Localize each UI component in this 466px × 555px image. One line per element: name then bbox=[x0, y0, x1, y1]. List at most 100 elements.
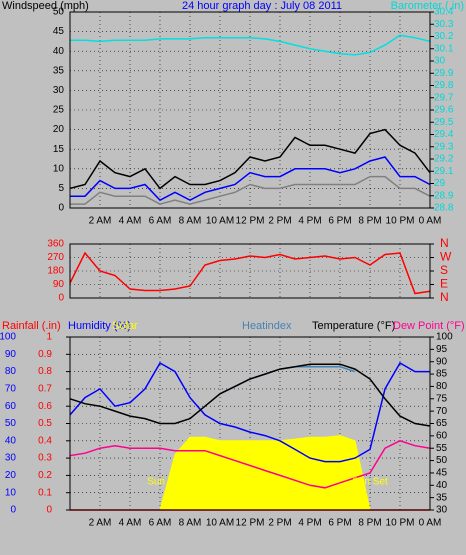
y-tick-label: 0 bbox=[58, 293, 64, 304]
x-tick-label: 10 AM bbox=[206, 518, 234, 529]
line bbox=[70, 175, 431, 205]
y-tick-label: 50 bbox=[53, 7, 65, 18]
y-tick-label: 270 bbox=[47, 252, 64, 263]
y3-tick-label: 0.6 bbox=[38, 401, 52, 412]
y2-tick-label: 95 bbox=[436, 344, 448, 355]
y3-tick-label: 0 bbox=[46, 505, 52, 516]
x-tick-label: 10 PM bbox=[386, 518, 415, 529]
y-tick-label: 30 bbox=[5, 453, 17, 464]
y-tick-label: 20 bbox=[5, 470, 17, 481]
y-tick-label: 360 bbox=[47, 239, 64, 250]
y2-tick-label: 29.5 bbox=[434, 117, 454, 128]
x-tick-label: 4 PM bbox=[298, 518, 321, 529]
y2-tick-label: 65 bbox=[436, 418, 448, 429]
x-tick-label: 4 AM bbox=[119, 518, 142, 529]
y-tick-label: 70 bbox=[5, 384, 17, 395]
y2-tick-label: N bbox=[440, 236, 449, 250]
x-tick-label: 12 PM bbox=[236, 216, 265, 227]
plot-frame bbox=[69, 243, 431, 299]
x-tick-label: 6 PM bbox=[328, 518, 351, 529]
y2-tick-label: 30.1 bbox=[434, 43, 454, 54]
y2-tick-label: 29.8 bbox=[434, 80, 454, 91]
y2-tick-label: 29 bbox=[434, 178, 446, 189]
y-tick-label: 20 bbox=[53, 124, 65, 135]
x-tick-label: 6 AM bbox=[149, 518, 172, 529]
y2-tick-label: 30 bbox=[434, 56, 446, 67]
y2-tick-label: 29.7 bbox=[434, 92, 454, 103]
legend-entry: Temperature (°F) bbox=[312, 320, 395, 332]
x-tick-label: 8 AM bbox=[179, 518, 202, 529]
x-tick-label: 0 AM bbox=[419, 216, 442, 227]
x-tick-label: 6 AM bbox=[149, 216, 172, 227]
y2-tick-label: 29.4 bbox=[434, 129, 454, 140]
y2-tick-label: W bbox=[440, 250, 452, 264]
line bbox=[70, 156, 431, 202]
y3-tick-label: 0.8 bbox=[38, 366, 52, 377]
y-tick-label: 100 bbox=[0, 332, 16, 343]
y2-tick-label: 28.9 bbox=[434, 190, 454, 201]
x-tick-label: 12 PM bbox=[236, 518, 265, 529]
y2-axis-label: Barometer (.in) bbox=[391, 0, 464, 12]
y-tick-label: 60 bbox=[5, 401, 17, 412]
line bbox=[69, 439, 431, 489]
x-tick-label: 4 AM bbox=[119, 216, 142, 227]
y2-tick-label: 75 bbox=[436, 393, 448, 404]
x-tick-label: 8 PM bbox=[358, 518, 381, 529]
y3-tick-label: 0.4 bbox=[38, 435, 52, 446]
y2-tick-label: 30.4 bbox=[434, 7, 454, 18]
y-tick-label: 15 bbox=[53, 144, 65, 155]
y-tick-label: 30 bbox=[53, 85, 65, 96]
x-tick-label: 2 PM bbox=[268, 518, 291, 529]
y3-tick-label: 0.7 bbox=[38, 384, 52, 395]
y2-tick-label: 28.8 bbox=[434, 203, 454, 214]
y3-tick-label: 0.1 bbox=[38, 487, 52, 498]
line bbox=[69, 361, 430, 463]
line bbox=[69, 251, 431, 295]
y-tick-label: 0 bbox=[10, 505, 16, 516]
y-tick-label: 5 bbox=[58, 183, 64, 194]
y-tick-label: 90 bbox=[53, 279, 65, 290]
x-tick-label: 4 PM bbox=[298, 216, 321, 227]
y2-tick-label: S bbox=[440, 263, 448, 277]
plot-frame bbox=[69, 336, 431, 511]
y-tick-label: 40 bbox=[5, 435, 17, 446]
y2-tick-label: 55 bbox=[436, 443, 448, 454]
y2-tick-label: 29.1 bbox=[434, 166, 454, 177]
y2-tick-label: 29.2 bbox=[434, 154, 454, 165]
y-tick-label: 35 bbox=[53, 65, 65, 76]
y2-tick-label: 35 bbox=[436, 492, 448, 503]
y-tick-label: 90 bbox=[5, 349, 17, 360]
y2-tick-label: 100 bbox=[436, 332, 453, 343]
chart-title: 24 hour graph day : July 08 2011 bbox=[182, 0, 342, 12]
y3-tick-label: 0.3 bbox=[38, 453, 52, 464]
x-tick-label: 10 AM bbox=[206, 216, 234, 227]
legend-entry: Humidity (%) bbox=[68, 320, 131, 332]
line bbox=[70, 34, 431, 56]
y2-tick-label: 50 bbox=[436, 455, 448, 466]
y-tick-label: 50 bbox=[5, 418, 17, 429]
x-tick-label: 10 PM bbox=[386, 216, 415, 227]
y-tick-label: 45 bbox=[53, 26, 65, 37]
y-tick-label: 0 bbox=[58, 203, 64, 214]
plot-frame bbox=[69, 11, 431, 209]
legend-entry: Solar bbox=[112, 320, 138, 332]
y-axis-label: Windspeed (mph) bbox=[2, 0, 89, 12]
y2-tick-label: 45 bbox=[436, 468, 448, 479]
y2-tick-label: 85 bbox=[436, 369, 448, 380]
y2-tick-label: 70 bbox=[436, 406, 448, 417]
y2-tick-label: 30.3 bbox=[434, 19, 454, 30]
y2-tick-label: 29.9 bbox=[434, 68, 454, 79]
line bbox=[69, 363, 431, 427]
x-tick-label: 8 AM bbox=[179, 216, 202, 227]
y2-tick-label: E bbox=[440, 277, 448, 291]
y-tick-label: 25 bbox=[53, 105, 65, 116]
y-tick-label: 80 bbox=[5, 366, 17, 377]
y2-tick-label: N bbox=[440, 290, 449, 304]
y3-tick-label: 0.2 bbox=[38, 470, 52, 481]
y2-tick-label: 40 bbox=[436, 480, 448, 491]
line bbox=[69, 128, 431, 190]
y-tick-label: 10 bbox=[53, 163, 65, 174]
y2-tick-label: 60 bbox=[436, 430, 448, 441]
y2-tick-label: 90 bbox=[436, 356, 448, 367]
